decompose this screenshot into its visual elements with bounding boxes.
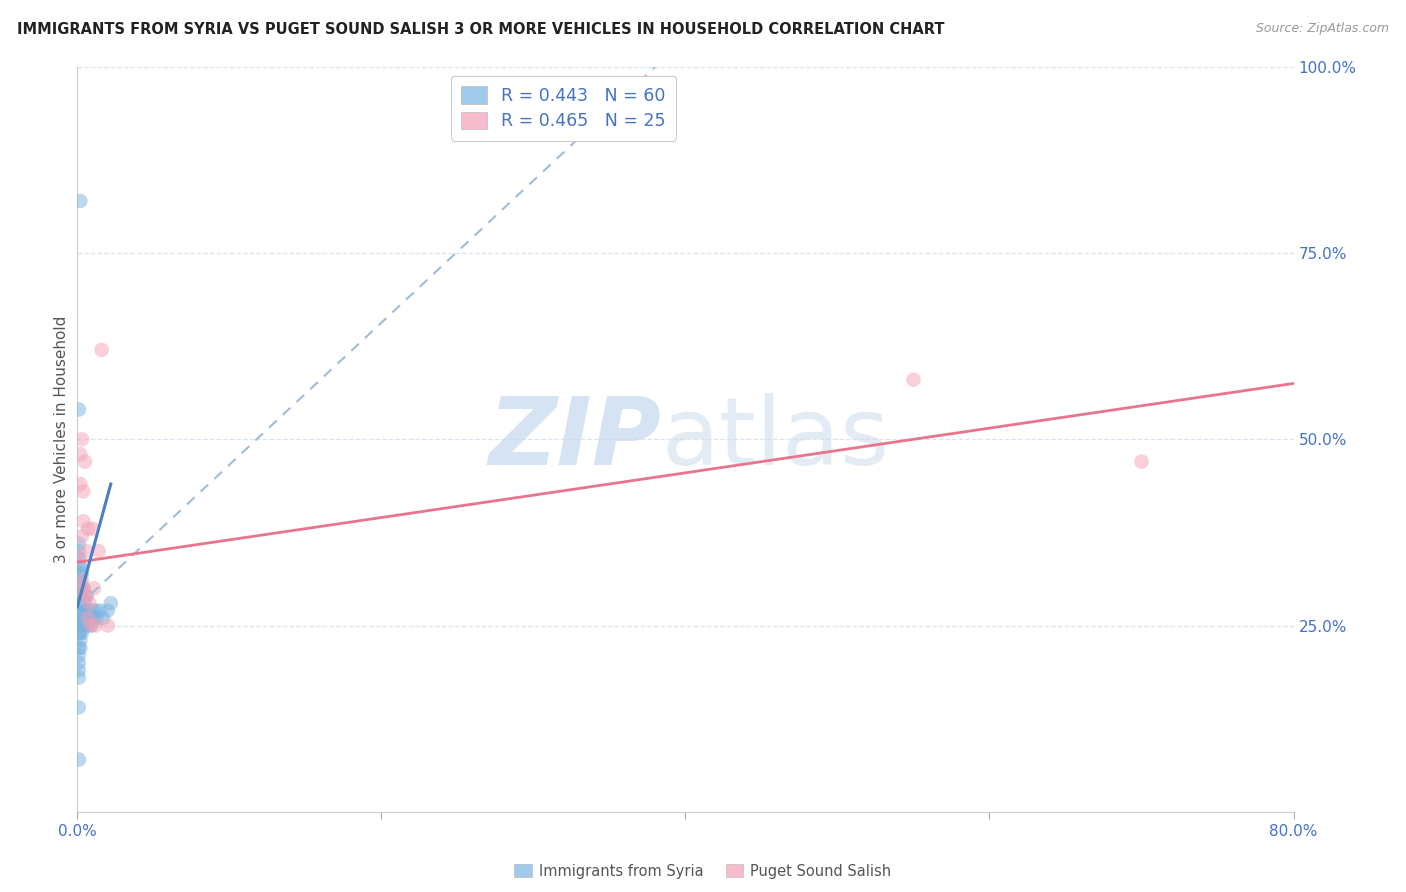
Point [86,611,108,625]
Point [77,604,100,618]
Legend: Immigrants from Syria, Puget Sound Salish: Immigrants from Syria, Puget Sound Salis… [509,858,897,885]
Point [903,373,925,387]
Point [100,596,122,610]
Point [69,447,91,461]
Point [70,626,93,640]
Text: ZIP: ZIP [488,393,661,485]
Point [75,589,97,603]
Point [72,611,94,625]
Point [77,522,100,536]
Point [69,194,91,208]
Y-axis label: 3 or more Vehicles in Household: 3 or more Vehicles in Household [53,316,69,563]
Point [69,558,91,573]
Point [91,611,114,625]
Point [87,544,110,558]
Point [67,582,90,596]
Point [70,596,93,610]
Point [82,604,104,618]
Point [97,604,120,618]
Point [67,611,90,625]
Point [69,633,91,648]
Point [67,656,90,670]
Point [69,640,91,655]
Legend: R = 0.443   N = 60, R = 0.465   N = 25: R = 0.443 N = 60, R = 0.465 N = 25 [451,76,676,141]
Point [69,626,91,640]
Point [72,582,94,596]
Point [67,604,90,618]
Point [67,663,90,677]
Point [70,604,93,618]
Point [73,589,96,603]
Point [70,433,93,447]
Point [67,544,90,558]
Point [70,611,93,625]
Point [67,551,90,566]
Point [73,618,96,632]
Point [70,566,93,581]
Point [97,618,120,632]
Point [90,343,112,357]
Point [67,596,90,610]
Point [72,604,94,618]
Point [67,640,90,655]
Point [67,574,90,588]
Point [72,484,94,499]
Point [77,611,100,625]
Point [79,596,101,610]
Point [67,648,90,663]
Point [72,582,94,596]
Point [80,618,103,632]
Point [70,618,93,632]
Point [83,611,105,625]
Point [83,582,105,596]
Point [67,551,90,566]
Point [67,671,90,685]
Point [67,700,90,714]
Point [89,604,111,618]
Point [72,514,94,528]
Point [82,522,104,536]
Point [84,604,107,618]
Point [70,589,93,603]
Point [70,529,93,543]
Point [67,589,90,603]
Point [69,611,91,625]
Point [69,596,91,610]
Point [69,477,91,491]
Point [69,589,91,603]
Point [67,626,90,640]
Point [80,618,103,632]
Point [73,455,96,469]
Point [67,753,90,767]
Text: atlas: atlas [661,393,890,485]
Point [73,604,96,618]
Point [73,596,96,610]
Point [69,582,91,596]
Point [79,611,101,625]
Point [75,589,97,603]
Point [1130,455,1153,469]
Point [67,618,90,632]
Point [69,618,91,632]
Point [67,566,90,581]
Point [77,618,100,632]
Text: IMMIGRANTS FROM SYRIA VS PUGET SOUND SALISH 3 OR MORE VEHICLES IN HOUSEHOLD CORR: IMMIGRANTS FROM SYRIA VS PUGET SOUND SAL… [17,22,945,37]
Point [69,604,91,618]
Point [67,536,90,550]
Point [67,558,90,573]
Point [70,574,93,588]
Point [67,402,90,417]
Point [75,611,97,625]
Point [75,544,97,558]
Text: Source: ZipAtlas.com: Source: ZipAtlas.com [1256,22,1389,36]
Point [84,618,107,632]
Point [69,574,91,588]
